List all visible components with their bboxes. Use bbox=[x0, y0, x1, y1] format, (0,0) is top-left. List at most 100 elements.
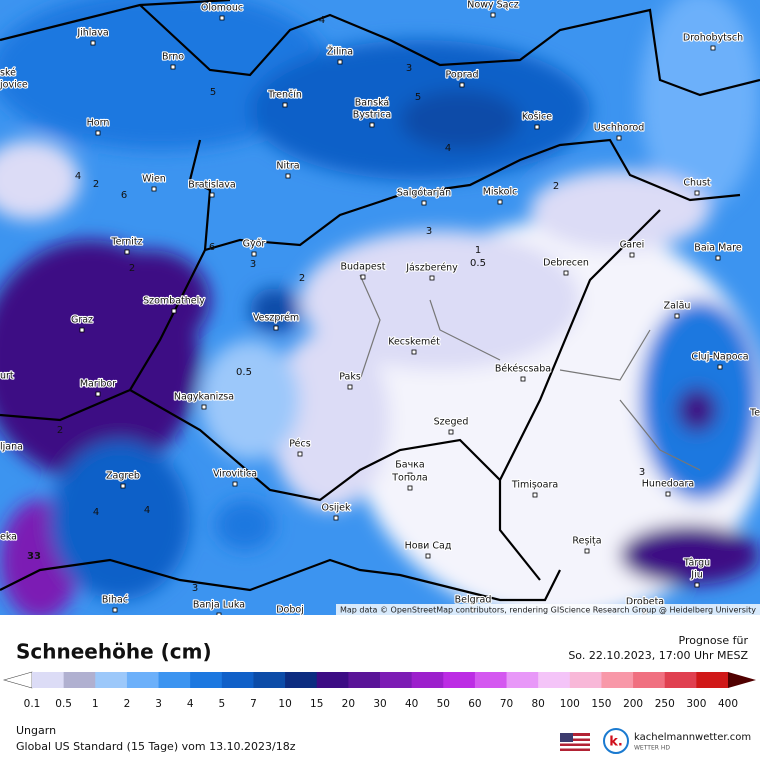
contour-label: 5 bbox=[415, 92, 421, 103]
city-label: Olomouc bbox=[201, 3, 243, 14]
city-dot bbox=[333, 515, 339, 521]
city-label: Nowy Sącz bbox=[467, 0, 518, 11]
contour-label: 4 bbox=[93, 507, 99, 518]
colorbar-segment bbox=[126, 672, 160, 688]
colorbar-segment bbox=[601, 672, 634, 688]
city-label: Wien bbox=[142, 174, 166, 185]
colorbar-segment bbox=[221, 672, 254, 688]
contour-label: 0.5 bbox=[470, 258, 486, 269]
contour-label: 4 bbox=[144, 505, 150, 516]
city-dot bbox=[710, 45, 716, 51]
city-dot bbox=[124, 249, 130, 255]
logo bbox=[603, 728, 629, 754]
colorbar-segment bbox=[348, 672, 381, 688]
city-label: Trenčín bbox=[267, 90, 302, 101]
city-label: Banja Luka bbox=[193, 600, 245, 611]
city-dot bbox=[79, 327, 85, 333]
city-label: Bystrica bbox=[353, 110, 391, 121]
city-dot bbox=[520, 376, 526, 382]
colorbar-segment bbox=[696, 672, 729, 688]
city-dot bbox=[563, 270, 569, 276]
city-dot bbox=[448, 429, 454, 435]
city-dot bbox=[273, 325, 279, 331]
contour-label: 2 bbox=[129, 263, 135, 274]
colorbar-tick-label: 50 bbox=[437, 698, 450, 710]
city-dot bbox=[285, 173, 291, 179]
city-label: Jiu bbox=[690, 570, 702, 581]
city-dot bbox=[151, 186, 157, 192]
brand-tagline: WETTER HD bbox=[634, 745, 670, 752]
forecast-datetime: So. 22.10.2023, 17:00 Uhr MESZ bbox=[568, 649, 748, 662]
colorbar-tick-label: 300 bbox=[686, 698, 706, 710]
city-dot bbox=[216, 612, 222, 615]
city-label: Brno bbox=[162, 52, 184, 63]
colorbar-segment bbox=[538, 672, 571, 688]
model: Global US Standard (15 Tage) vom 13.10.2… bbox=[16, 740, 296, 753]
city-dot bbox=[288, 618, 292, 622]
city-dot bbox=[665, 491, 671, 497]
city-dot bbox=[347, 384, 353, 390]
city-label: Бачка bbox=[395, 460, 425, 471]
city-dot bbox=[534, 124, 540, 130]
contour-label: 4 bbox=[75, 171, 81, 182]
city-dot bbox=[694, 570, 700, 576]
city-label: Osijek bbox=[321, 503, 351, 514]
city-label: Uschhorod bbox=[594, 123, 645, 134]
city-dot bbox=[425, 553, 431, 559]
colorbar-arrow bbox=[2, 671, 33, 689]
city-dot bbox=[490, 12, 496, 18]
colorbar-tick-label: 20 bbox=[342, 698, 355, 710]
city-label: jovice bbox=[0, 80, 28, 91]
city-label: Poprad bbox=[446, 70, 479, 81]
logo-text: k. bbox=[609, 735, 623, 750]
colorbar-segment bbox=[569, 672, 602, 688]
city-dot bbox=[219, 15, 225, 21]
city-dot bbox=[112, 607, 118, 613]
city-label: Žilina bbox=[327, 46, 353, 58]
city-label: Virovitica bbox=[213, 469, 257, 480]
city-label: Zagreb bbox=[106, 471, 140, 482]
contour-label: 4 bbox=[319, 15, 325, 26]
city-dot bbox=[209, 192, 215, 198]
city-dot bbox=[369, 110, 375, 116]
city-label: Carei bbox=[620, 240, 645, 251]
city-label: Hunedoara bbox=[642, 479, 694, 490]
city-dot bbox=[694, 190, 700, 196]
cities: Olomouc Nowy Sącz Jihlava Brno Žilina Poprad D… bbox=[0, 0, 760, 622]
city-label: Târgu bbox=[683, 558, 710, 569]
colorbar-segment bbox=[411, 672, 444, 688]
colorbar-segment bbox=[443, 672, 476, 688]
city-label: Banská bbox=[355, 98, 389, 109]
contour-label: 6 bbox=[121, 190, 127, 201]
colorbar-tick-label: 0.5 bbox=[55, 698, 72, 710]
city-dot bbox=[694, 582, 700, 588]
colorbar-tick-label: 70 bbox=[500, 698, 513, 710]
city-label: Belgrad bbox=[455, 595, 492, 606]
contour-label: 2 bbox=[93, 179, 99, 190]
city-dot bbox=[429, 275, 435, 281]
colorbar-tick-label: 100 bbox=[560, 698, 580, 710]
city-label: Békéscsaba bbox=[495, 364, 551, 375]
colorbar-tick-label: 7 bbox=[250, 698, 257, 710]
contour-label: 4 bbox=[445, 143, 451, 154]
colorbar-tick-label: 3 bbox=[155, 698, 162, 710]
contour-label: 3 bbox=[192, 583, 198, 594]
contour-label: 33 bbox=[27, 551, 41, 562]
colorbar-segment bbox=[285, 672, 318, 688]
city-dot bbox=[584, 548, 590, 554]
city-dot bbox=[715, 255, 721, 261]
colorbar-segment bbox=[63, 672, 96, 688]
contour-label: 3 bbox=[639, 467, 645, 478]
region: Ungarn bbox=[16, 724, 56, 737]
city-label: Zalău bbox=[664, 301, 691, 312]
city-dot bbox=[232, 481, 238, 487]
city-label: urt bbox=[0, 371, 14, 382]
city-label: Salgótarján bbox=[397, 188, 451, 199]
city-label: Te bbox=[749, 408, 760, 419]
colorbar-segment bbox=[316, 672, 349, 688]
city-dot bbox=[337, 59, 343, 65]
colorbar-segment bbox=[190, 672, 223, 688]
city-label: ljana bbox=[0, 442, 23, 453]
